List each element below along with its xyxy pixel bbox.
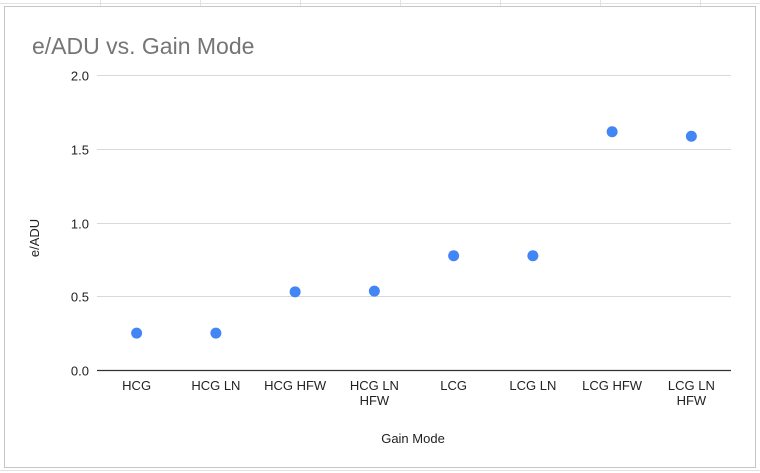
data-point[interactable] [368,285,380,297]
y-tick-label: 1.5 [71,143,89,158]
data-point[interactable] [685,130,697,142]
x-tick-label: LCG LN HFW [668,378,715,408]
x-tick-label: HCG [122,378,151,393]
data-point[interactable] [606,126,618,138]
y-axis-ticks: 0.0 0.5 1.0 1.5 2.0 [71,69,89,379]
data-point[interactable] [448,250,460,262]
x-tick-label: HCG LN [191,378,240,393]
y-tick-label: 2.0 [71,69,89,84]
x-tick-label: LCG LN [509,378,556,393]
x-tick-label: LCG [440,378,467,393]
x-tick-label: LCG HFW [582,378,643,393]
x-tick-label: HCG LN HFW [350,378,399,408]
x-axis-title: Gain Mode [381,431,445,446]
y-tick-label: 0.5 [71,290,89,305]
data-points [131,126,697,339]
chart-container[interactable]: e/ADU vs. Gain Mode [4,6,756,468]
y-axis-title: e/ADU [27,219,42,257]
y-tick-label: 1.0 [71,217,89,232]
data-point[interactable] [527,250,539,262]
x-tick-label: HCG HFW [264,378,327,393]
chart-title: e/ADU vs. Gain Mode [32,33,255,59]
data-point[interactable] [210,327,222,339]
gridlines [97,75,731,297]
x-axis-ticks: HCG HCG LN HCG HFW HCG LN HFW LCG LCG LN LCG HF… [122,378,715,408]
data-point[interactable] [289,286,301,298]
data-point[interactable] [131,327,143,339]
y-tick-label: 0.0 [71,364,89,379]
